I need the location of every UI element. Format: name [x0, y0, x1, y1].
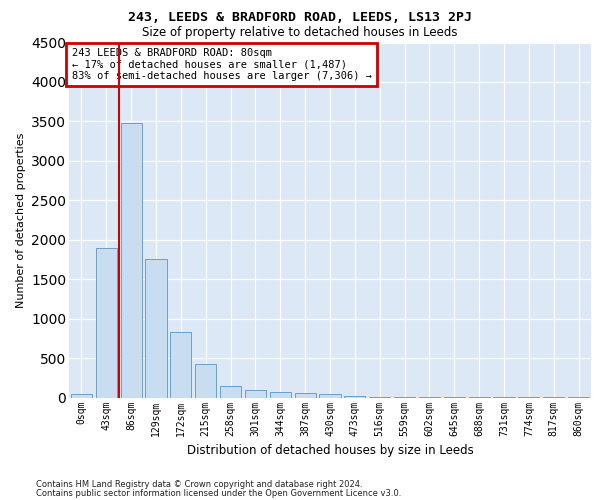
Bar	[121, 123, 142, 398]
Text: Contains public sector information licensed under the Open Government Licence v3: Contains public sector information licen…	[36, 488, 401, 498]
Bar	[369, 397, 390, 398]
Bar	[344, 396, 365, 398]
Bar	[71, 394, 92, 398]
Y-axis label: Number of detached properties: Number of detached properties	[16, 132, 26, 308]
Text: 243, LEEDS & BRADFORD ROAD, LEEDS, LS13 2PJ: 243, LEEDS & BRADFORD ROAD, LEEDS, LS13 …	[128, 11, 472, 24]
Bar	[270, 392, 291, 398]
Text: Contains HM Land Registry data © Crown copyright and database right 2024.: Contains HM Land Registry data © Crown c…	[36, 480, 362, 489]
Bar	[220, 386, 241, 398]
Bar	[319, 394, 341, 398]
Bar	[195, 364, 216, 398]
Text: Size of property relative to detached houses in Leeds: Size of property relative to detached ho…	[142, 26, 458, 39]
Text: 243 LEEDS & BRADFORD ROAD: 80sqm
← 17% of detached houses are smaller (1,487)
83: 243 LEEDS & BRADFORD ROAD: 80sqm ← 17% o…	[71, 48, 371, 81]
Bar	[245, 390, 266, 398]
Bar	[145, 260, 167, 398]
X-axis label: Distribution of detached houses by size in Leeds: Distribution of detached houses by size …	[187, 444, 473, 457]
Bar	[295, 393, 316, 398]
Bar	[96, 248, 117, 398]
Bar	[170, 332, 191, 398]
